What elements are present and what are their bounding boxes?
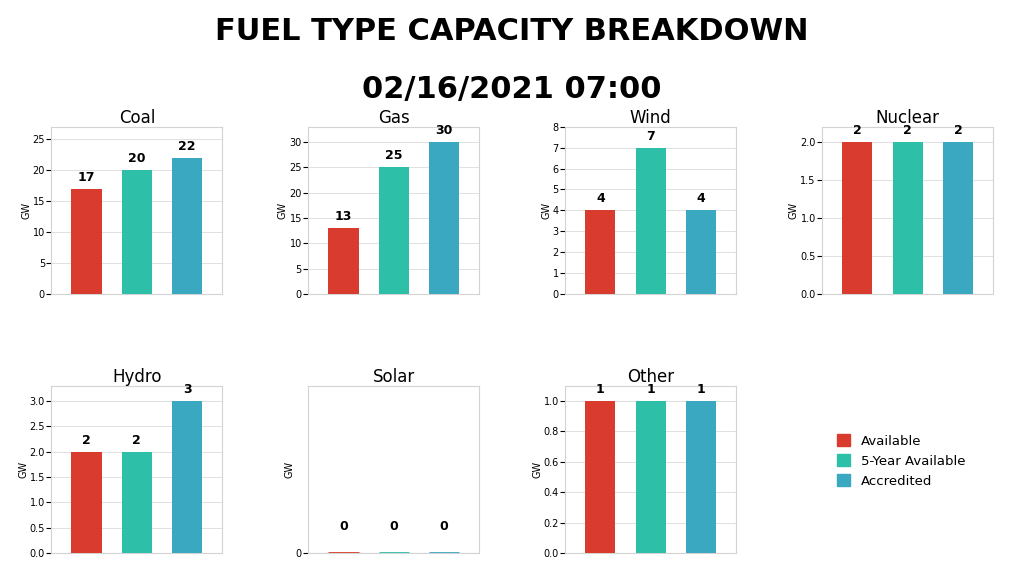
Bar xyxy=(636,401,666,553)
Y-axis label: GW: GW xyxy=(541,202,551,219)
Text: 0: 0 xyxy=(389,520,398,533)
Bar xyxy=(122,452,152,553)
Text: 2: 2 xyxy=(132,434,141,446)
Text: FUEL TYPE CAPACITY BREAKDOWN: FUEL TYPE CAPACITY BREAKDOWN xyxy=(215,17,809,46)
Text: 1: 1 xyxy=(596,383,605,396)
Bar xyxy=(172,401,203,553)
Title: Gas: Gas xyxy=(378,108,410,127)
Bar xyxy=(686,401,716,553)
Text: 4: 4 xyxy=(596,192,605,205)
Text: 0: 0 xyxy=(339,520,348,533)
Title: Other: Other xyxy=(627,367,674,386)
Bar xyxy=(172,158,203,294)
Bar xyxy=(429,142,460,294)
Y-axis label: GW: GW xyxy=(788,202,799,219)
Legend: Available, 5-Year Available, Accredited: Available, 5-Year Available, Accredited xyxy=(838,434,966,488)
Y-axis label: GW: GW xyxy=(18,461,28,478)
Title: Nuclear: Nuclear xyxy=(876,108,940,127)
Bar xyxy=(329,228,358,294)
Bar xyxy=(122,170,152,294)
Text: 3: 3 xyxy=(183,383,191,396)
Bar xyxy=(893,142,923,294)
Text: 7: 7 xyxy=(646,130,655,143)
Text: 2: 2 xyxy=(853,124,861,137)
Text: 4: 4 xyxy=(696,192,706,205)
Text: 22: 22 xyxy=(178,139,196,153)
Bar xyxy=(72,188,101,294)
Text: 25: 25 xyxy=(385,149,402,162)
Bar xyxy=(943,142,973,294)
Y-axis label: GW: GW xyxy=(285,461,294,478)
Text: 0: 0 xyxy=(439,520,449,533)
Text: 2: 2 xyxy=(953,124,963,137)
Text: 2: 2 xyxy=(903,124,912,137)
Text: 20: 20 xyxy=(128,152,145,165)
Bar xyxy=(686,210,716,294)
Y-axis label: GW: GW xyxy=(532,461,542,478)
Title: Wind: Wind xyxy=(630,108,672,127)
Bar xyxy=(585,210,615,294)
Bar xyxy=(585,401,615,553)
Text: 2: 2 xyxy=(82,434,91,446)
Bar xyxy=(636,147,666,294)
Y-axis label: GW: GW xyxy=(22,202,31,219)
Text: 30: 30 xyxy=(435,124,453,137)
Bar xyxy=(379,167,409,294)
Text: 1: 1 xyxy=(696,383,706,396)
Text: 1: 1 xyxy=(646,383,655,396)
Title: Hydro: Hydro xyxy=(112,367,162,386)
Text: 17: 17 xyxy=(78,170,95,184)
Text: 13: 13 xyxy=(335,210,352,223)
Text: 02/16/2021 07:00: 02/16/2021 07:00 xyxy=(362,75,662,104)
Title: Coal: Coal xyxy=(119,108,155,127)
Bar xyxy=(842,142,872,294)
Bar xyxy=(72,452,101,553)
Y-axis label: GW: GW xyxy=(278,202,288,219)
Title: Solar: Solar xyxy=(373,367,415,386)
